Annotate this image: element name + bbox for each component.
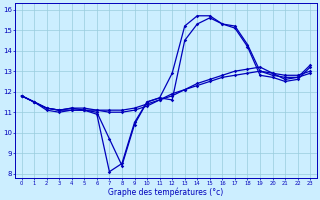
X-axis label: Graphe des températures (°c): Graphe des températures (°c) xyxy=(108,187,223,197)
